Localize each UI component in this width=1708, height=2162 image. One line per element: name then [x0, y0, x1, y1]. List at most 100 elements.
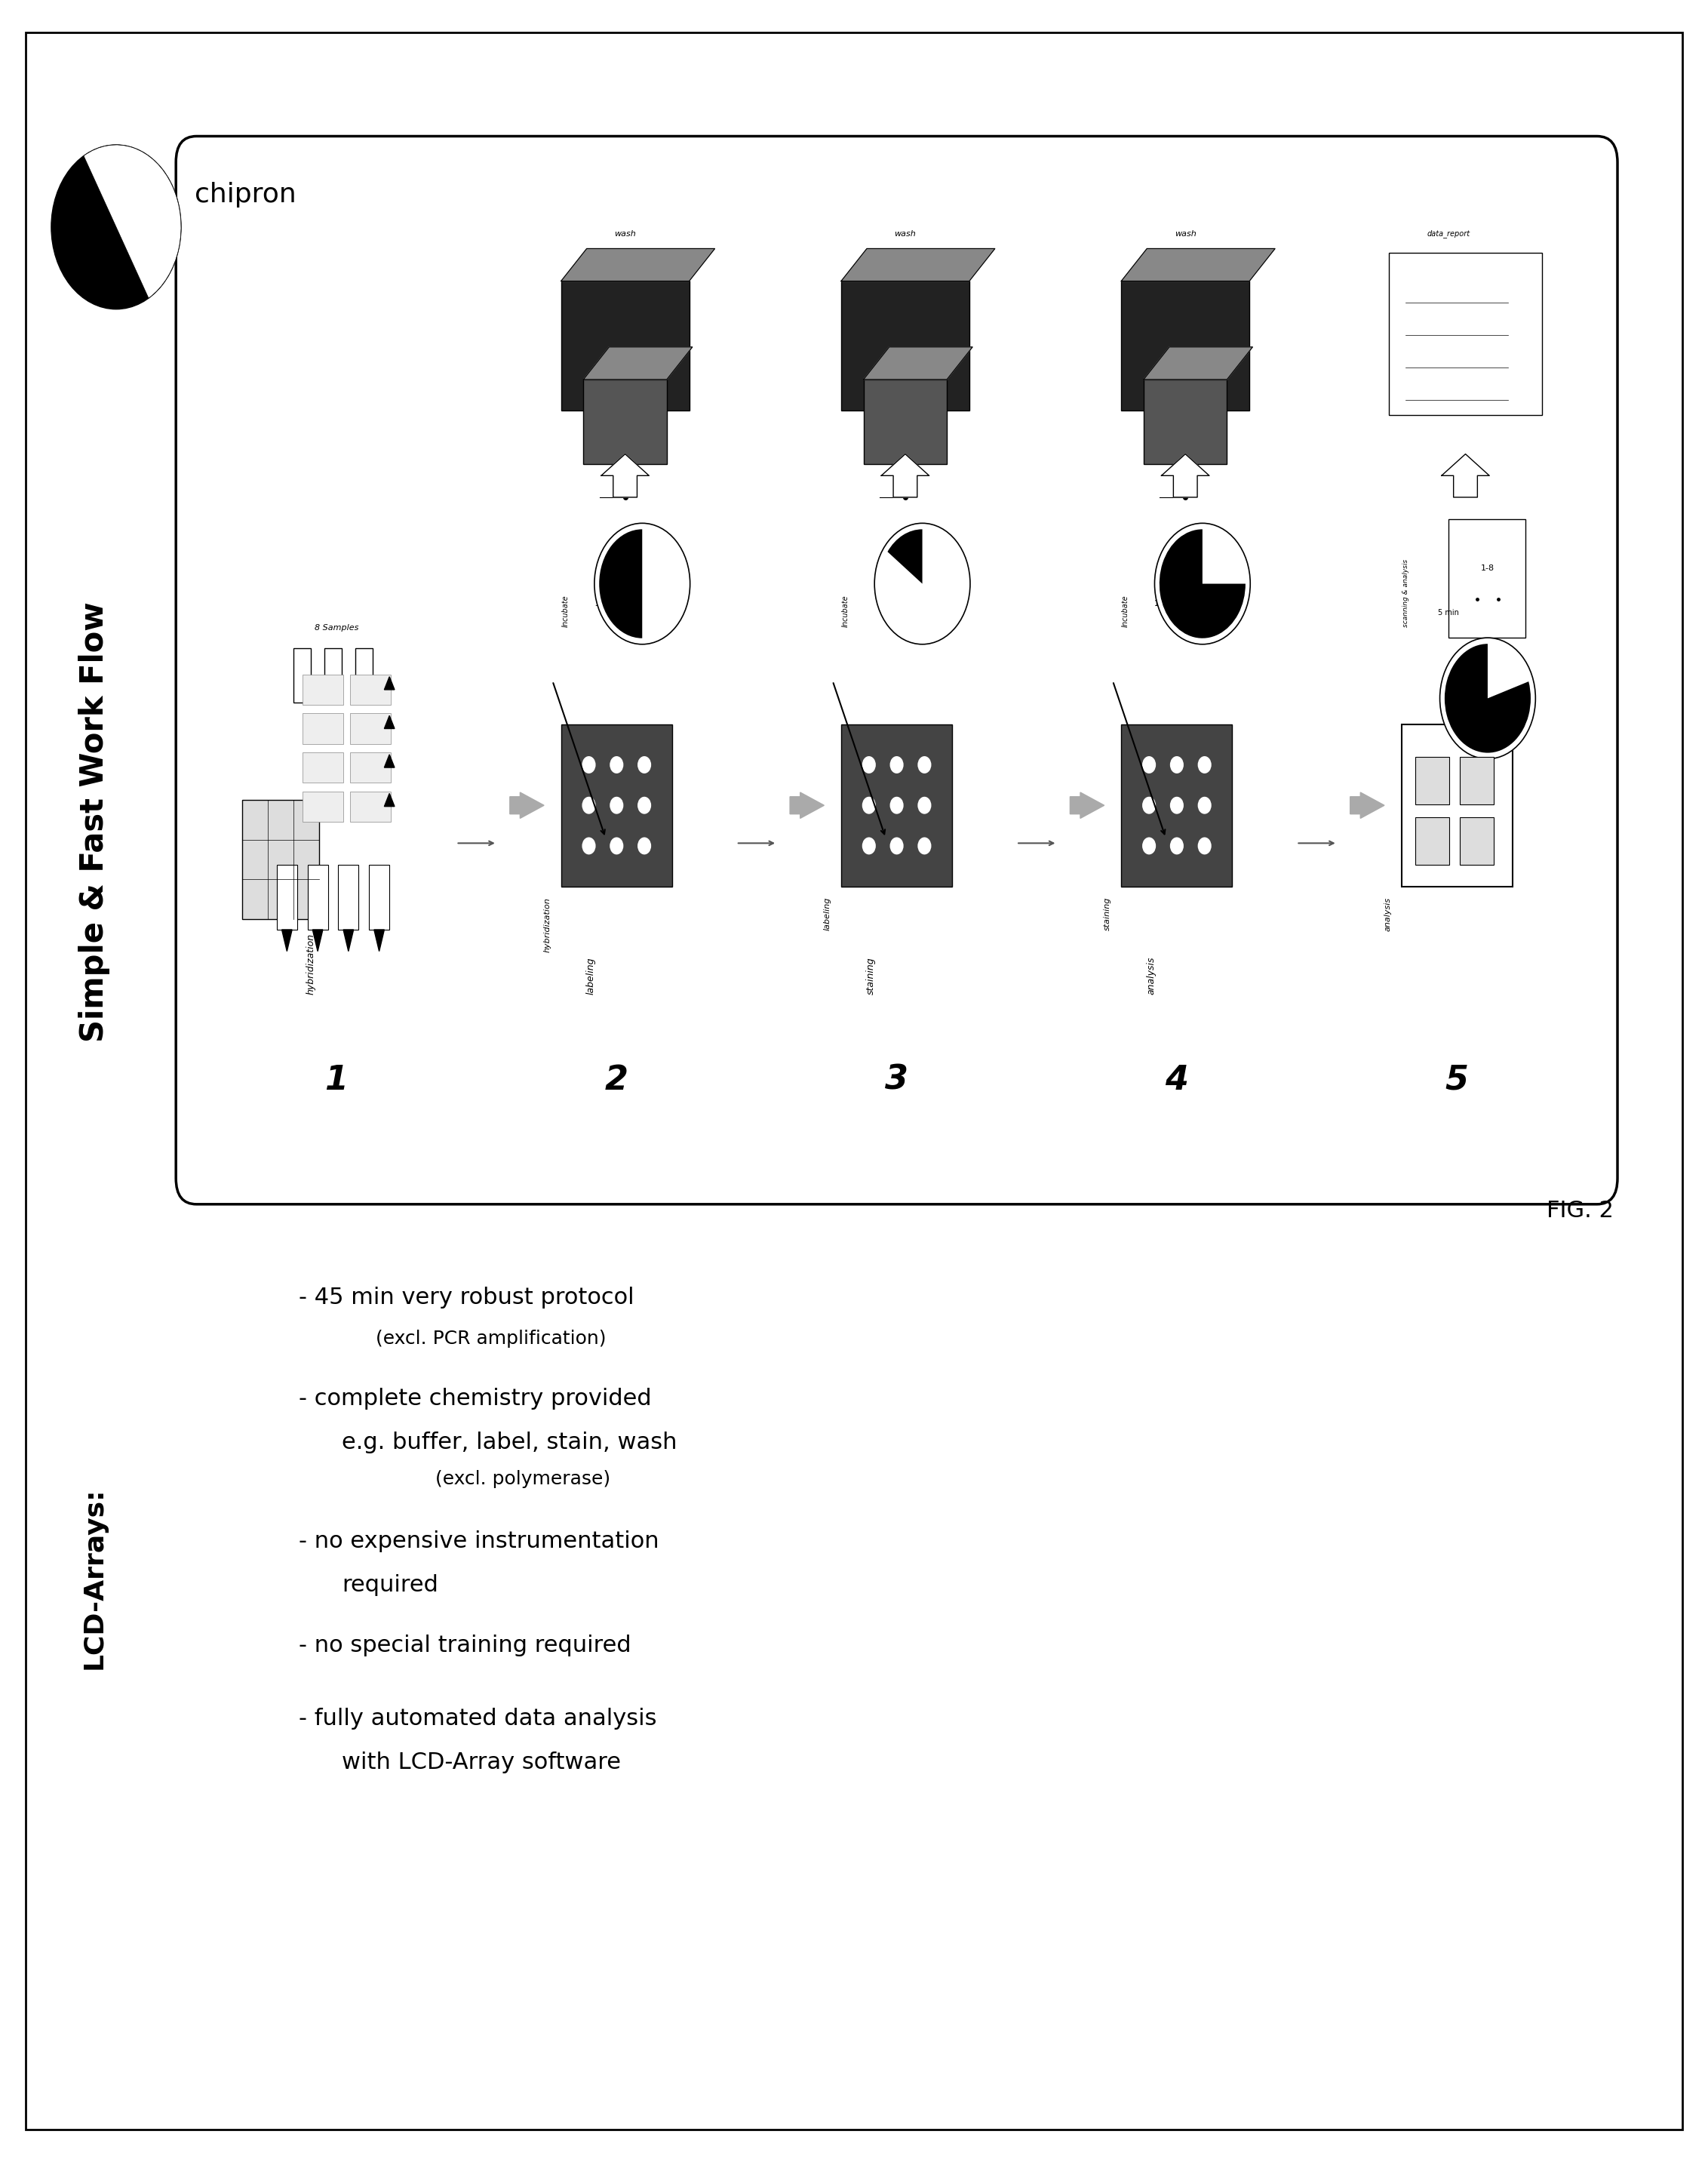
- Circle shape: [637, 837, 651, 854]
- Text: hybridization: hybridization: [306, 934, 316, 995]
- Bar: [1448, 519, 1525, 638]
- Bar: [302, 791, 343, 822]
- Circle shape: [874, 523, 970, 644]
- Circle shape: [917, 796, 931, 813]
- Circle shape: [863, 757, 876, 774]
- Polygon shape: [1161, 454, 1209, 497]
- Polygon shape: [560, 249, 714, 281]
- Bar: [560, 281, 690, 411]
- Text: - 45 min very robust protocol: - 45 min very robust protocol: [299, 1286, 634, 1308]
- Text: Simple & Fast Work Flow: Simple & Fast Work Flow: [79, 601, 109, 1042]
- Text: 4: 4: [1165, 1064, 1189, 1096]
- Circle shape: [610, 837, 623, 854]
- Bar: [1414, 757, 1448, 804]
- Wedge shape: [1160, 530, 1245, 638]
- Bar: [350, 675, 391, 705]
- Circle shape: [917, 837, 931, 854]
- Text: wash: wash: [1175, 231, 1196, 238]
- Bar: [840, 724, 951, 886]
- Bar: [560, 724, 673, 886]
- Polygon shape: [584, 346, 692, 378]
- Text: data_report: data_report: [1426, 229, 1471, 238]
- Polygon shape: [384, 677, 395, 690]
- Text: 2: 2: [605, 1064, 629, 1096]
- Circle shape: [1143, 796, 1156, 813]
- Bar: [369, 865, 389, 930]
- Polygon shape: [789, 791, 823, 817]
- Bar: [864, 378, 946, 463]
- Polygon shape: [343, 930, 354, 951]
- Bar: [1389, 253, 1542, 415]
- Text: staining: staining: [866, 958, 876, 995]
- Bar: [302, 752, 343, 783]
- Polygon shape: [1069, 791, 1103, 817]
- Text: LCD-Arrays:: LCD-Arrays:: [80, 1487, 108, 1669]
- Bar: [1414, 817, 1448, 865]
- Circle shape: [637, 796, 651, 813]
- Bar: [840, 281, 968, 411]
- Text: (excl. polymerase): (excl. polymerase): [436, 1470, 611, 1487]
- Circle shape: [594, 523, 690, 644]
- Text: - no expensive instrumentation: - no expensive instrumentation: [299, 1531, 659, 1552]
- Text: labeling: labeling: [586, 958, 596, 995]
- Bar: [338, 865, 359, 930]
- Polygon shape: [384, 716, 395, 729]
- Bar: [294, 649, 311, 703]
- Text: analysis: analysis: [1383, 897, 1392, 932]
- Circle shape: [1170, 837, 1184, 854]
- Text: 8 Samples: 8 Samples: [314, 625, 359, 631]
- Polygon shape: [384, 755, 395, 768]
- Polygon shape: [601, 454, 649, 497]
- Text: 5: 5: [1445, 1064, 1469, 1096]
- Wedge shape: [84, 145, 181, 298]
- Bar: [1459, 817, 1493, 865]
- Polygon shape: [881, 454, 929, 497]
- Bar: [350, 713, 391, 744]
- Polygon shape: [313, 930, 323, 951]
- FancyBboxPatch shape: [176, 136, 1617, 1204]
- Text: FIG. 2: FIG. 2: [1546, 1200, 1614, 1222]
- Circle shape: [1143, 757, 1156, 774]
- Bar: [302, 713, 343, 744]
- Text: - complete chemistry provided: - complete chemistry provided: [299, 1388, 652, 1410]
- Bar: [1144, 378, 1226, 463]
- Circle shape: [890, 757, 904, 774]
- Text: (excl. PCR amplification): (excl. PCR amplification): [376, 1330, 606, 1347]
- Polygon shape: [374, 930, 384, 951]
- Text: wash: wash: [615, 231, 635, 238]
- Bar: [1120, 724, 1233, 886]
- Circle shape: [1155, 523, 1250, 644]
- Text: 3: 3: [885, 1064, 909, 1096]
- Bar: [325, 649, 342, 703]
- Circle shape: [582, 796, 596, 813]
- Polygon shape: [1349, 791, 1383, 817]
- Text: 1-8: 1-8: [1481, 564, 1494, 573]
- Text: - fully automated data analysis: - fully automated data analysis: [299, 1708, 658, 1730]
- Bar: [1120, 281, 1250, 411]
- Bar: [350, 752, 391, 783]
- Bar: [355, 649, 372, 703]
- Text: chipron: chipron: [195, 182, 297, 208]
- Circle shape: [610, 757, 623, 774]
- Circle shape: [51, 145, 181, 309]
- Bar: [302, 675, 343, 705]
- Text: Incubate: Incubate: [842, 595, 849, 627]
- Text: hybridization: hybridization: [543, 897, 552, 951]
- Polygon shape: [1120, 249, 1274, 281]
- Text: e.g. buffer, label, stain, wash: e.g. buffer, label, stain, wash: [342, 1431, 676, 1453]
- Bar: [307, 865, 328, 930]
- Text: 5 min: 5 min: [1438, 610, 1459, 616]
- Text: Incubate: Incubate: [1122, 595, 1129, 627]
- Bar: [584, 378, 666, 463]
- Text: staining: staining: [1103, 897, 1112, 930]
- Text: Incubate: Incubate: [562, 595, 569, 627]
- Circle shape: [1143, 837, 1156, 854]
- Circle shape: [1440, 638, 1535, 759]
- Text: labeling: labeling: [823, 897, 832, 930]
- Bar: [277, 865, 297, 930]
- Text: required: required: [342, 1574, 437, 1596]
- Text: wash: wash: [895, 231, 915, 238]
- Polygon shape: [1144, 346, 1252, 378]
- Circle shape: [1197, 796, 1211, 813]
- Wedge shape: [600, 530, 642, 638]
